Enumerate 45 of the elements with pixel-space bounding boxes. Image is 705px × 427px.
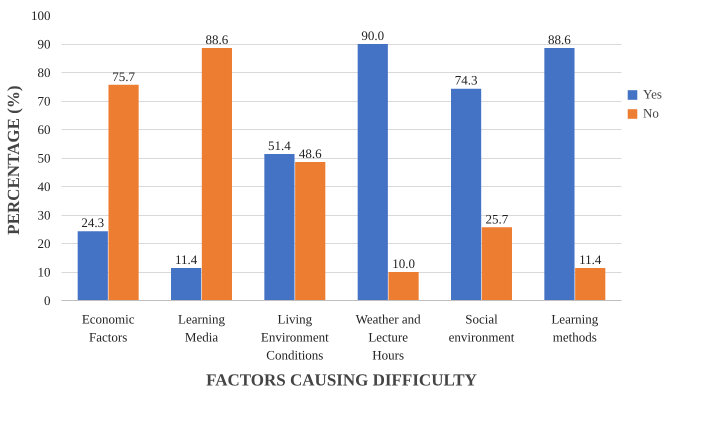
- x-tick-label: Economic Factors: [82, 312, 135, 344]
- y-tick-label: 0: [44, 293, 50, 308]
- data-label: 10.0: [392, 256, 415, 271]
- data-label: 51.4: [268, 138, 292, 154]
- x-tick-label: Living Environment Conditions: [260, 312, 330, 362]
- data-label: 88.6: [206, 32, 229, 47]
- x-tick-label: Social environment: [448, 312, 515, 344]
- data-label: 11.4: [579, 252, 602, 268]
- data-label: 48.6: [298, 146, 322, 161]
- bar: [171, 268, 202, 300]
- x-axis-title: FACTORS CAUSING DIFFICULTY: [206, 370, 477, 390]
- bar: [295, 162, 326, 300]
- legend-label: No: [643, 106, 660, 122]
- y-tick-label: 70: [38, 94, 50, 108]
- data-label: 90.0: [361, 28, 384, 43]
- data-label: 25.7: [486, 211, 509, 226]
- bar: [78, 231, 108, 300]
- y-tick-label: 60: [38, 122, 50, 137]
- x-tick-label: Learning methods: [551, 312, 599, 344]
- data-label: 11.4: [174, 252, 198, 268]
- x-tick-label: Weather and Lecture Hours: [356, 312, 422, 362]
- y-tick-label: 50: [38, 150, 50, 166]
- y-tick-label: 100: [31, 8, 50, 23]
- bar: [544, 48, 575, 300]
- bar: [451, 88, 482, 300]
- bar: [482, 227, 512, 300]
- y-axis-title: PERCENTAGE (%): [4, 85, 23, 235]
- data-label: 75.7: [112, 68, 136, 84]
- data-label: 88.6: [548, 32, 572, 47]
- x-tick-label: Learning Media: [178, 312, 226, 344]
- y-tick-label: 10: [38, 264, 50, 280]
- bar: [108, 84, 139, 300]
- y-tick-label: 30: [38, 208, 50, 222]
- data-label: 74.3: [454, 72, 478, 88]
- bar: [358, 44, 388, 300]
- y-tick-label: 90: [38, 36, 50, 52]
- bar: [388, 272, 419, 300]
- y-tick-label: 80: [38, 65, 50, 80]
- bar: [202, 48, 232, 300]
- y-tick-label: 40: [38, 179, 50, 194]
- bar: [575, 268, 606, 300]
- y-tick-label: 20: [38, 236, 50, 251]
- bar: [264, 154, 295, 300]
- legend-label: Yes: [643, 86, 663, 102]
- data-label: 24.3: [81, 215, 104, 230]
